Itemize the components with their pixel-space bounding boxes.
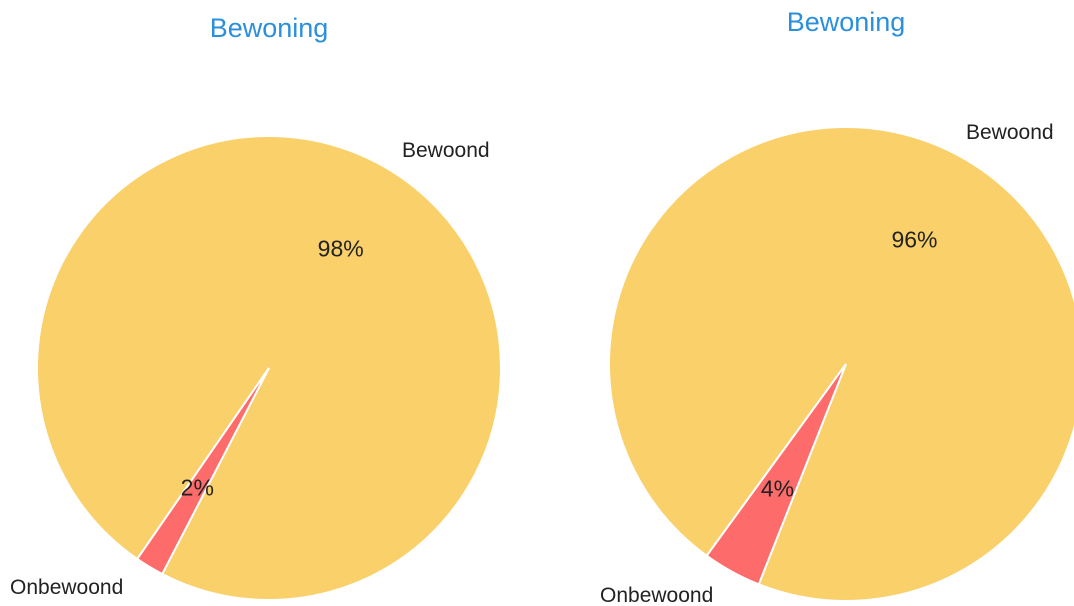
pie-slice-onbewoond bbox=[705, 363, 847, 586]
pie-slice-bewoond bbox=[608, 126, 1074, 603]
pie-slice-onbewoond bbox=[135, 367, 270, 576]
slice-label-onbewoond: Onbewoond bbox=[600, 584, 713, 606]
pct-label-bewoond: 96% bbox=[891, 226, 937, 252]
pct-label-onbewoond: 4% bbox=[761, 476, 794, 502]
pie-chart-right: Bewoning Bewoond Onbewoond 96% 4% bbox=[600, 7, 1074, 606]
pie-chart-left: Bewoning Bewoond Onbewoond 98% 2% bbox=[10, 13, 502, 601]
slice-label-onbewoond: Onbewoond bbox=[10, 576, 123, 599]
chart-title: Bewoning bbox=[787, 7, 906, 37]
pct-label-bewoond: 98% bbox=[318, 236, 364, 262]
chart-title: Bewoning bbox=[210, 13, 329, 43]
pct-label-onbewoond: 2% bbox=[181, 474, 214, 500]
slice-label-bewoond: Bewoond bbox=[966, 121, 1054, 144]
slice-label-bewoond: Bewoond bbox=[402, 139, 490, 162]
